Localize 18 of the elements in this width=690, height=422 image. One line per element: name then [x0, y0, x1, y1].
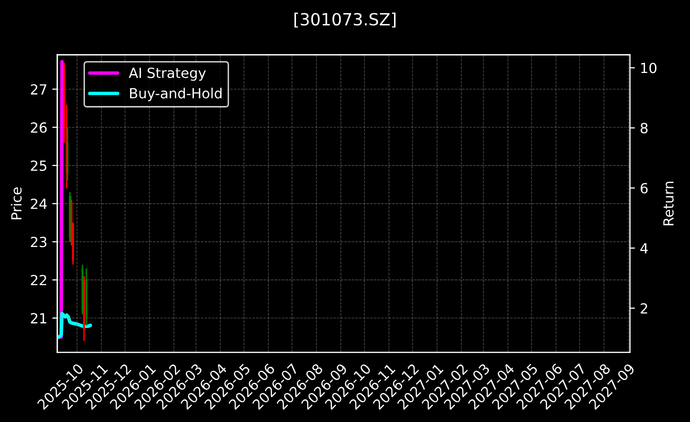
- y2-axis-title: Return: [663, 182, 674, 226]
- y2-tick-label: 6: [640, 182, 648, 194]
- y-tick-label: 24: [30, 198, 47, 209]
- y-tick-label: 22: [30, 274, 46, 286]
- y-tick-label: 27: [30, 84, 46, 94]
- line-series: [57, 312, 92, 339]
- y-axis-title: Price: [10, 187, 22, 220]
- y2-tick-label: 8: [640, 122, 648, 134]
- y2-tick-label: 4: [640, 243, 648, 254]
- y-tick-label: 21: [30, 313, 46, 324]
- y-tick-label: 25: [30, 160, 46, 171]
- chart-title: [301073.SZ]: [294, 12, 396, 28]
- legend-label: AI Strategy: [128, 68, 206, 81]
- y2-tick-label: 10: [641, 62, 656, 74]
- y2-tick-label: 2: [640, 303, 648, 314]
- y-tick-label: 26: [30, 122, 47, 133]
- y-tick-label: 23: [30, 236, 46, 248]
- legend-label: Buy-and-Hold: [130, 88, 222, 102]
